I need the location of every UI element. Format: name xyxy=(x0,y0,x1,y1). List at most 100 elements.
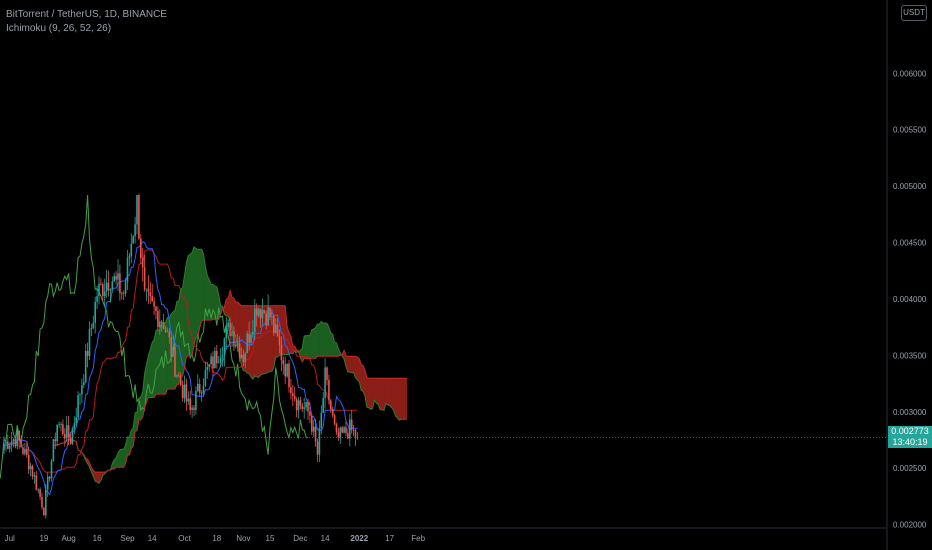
candle-body xyxy=(130,243,133,257)
candle-body xyxy=(322,398,324,413)
candle-body xyxy=(103,291,106,297)
candle-body xyxy=(314,426,317,442)
x-tick-label: 17 xyxy=(385,534,394,543)
candle-body xyxy=(174,347,176,377)
candle-body xyxy=(197,383,199,392)
candle-body xyxy=(14,439,17,447)
candle-body xyxy=(212,356,214,369)
candle-body xyxy=(134,224,136,237)
candle-body xyxy=(307,401,309,412)
candle-body xyxy=(136,195,138,225)
candle-body xyxy=(52,439,55,461)
last-price-tag: 0.002773 13:40:19 xyxy=(888,426,932,449)
candle-body xyxy=(50,460,53,479)
candle-body xyxy=(117,273,119,280)
candle-body xyxy=(62,424,64,435)
candle-body xyxy=(41,496,43,508)
candle-body xyxy=(43,507,45,516)
candle-body xyxy=(185,384,188,402)
candle-body xyxy=(151,296,153,302)
candle-body xyxy=(337,432,340,438)
candle-body xyxy=(176,375,178,377)
candle-body xyxy=(46,476,49,490)
x-tick-label: 14 xyxy=(321,534,330,543)
candle-body xyxy=(160,321,163,323)
candle-body xyxy=(335,424,338,433)
candle-body xyxy=(3,443,5,450)
candle-body xyxy=(115,276,117,280)
y-tick-label: 0.006000 xyxy=(893,69,927,78)
candle-body xyxy=(278,336,281,345)
candle-body xyxy=(10,441,13,446)
candle-body xyxy=(83,381,85,386)
candle-body xyxy=(191,407,193,411)
candle-body xyxy=(324,367,326,399)
candle-body xyxy=(217,362,220,364)
candle-body xyxy=(157,311,159,328)
candle-body xyxy=(189,398,191,411)
x-tick-label: Aug xyxy=(61,534,75,543)
y-tick-label: 0.003500 xyxy=(893,351,927,360)
candle-body xyxy=(276,324,279,337)
candle-body xyxy=(331,409,334,416)
candle-body xyxy=(333,415,336,425)
symbol-title: BitTorrent / TetherUS, 1D, BINANCE xyxy=(6,9,167,20)
candle-body xyxy=(299,400,302,406)
candle-body xyxy=(271,316,273,318)
x-tick-label: Oct xyxy=(178,534,191,543)
candle-body xyxy=(60,424,62,426)
candle-body xyxy=(267,307,269,326)
candle-body xyxy=(147,288,150,293)
candle-body xyxy=(303,407,305,409)
candle-body xyxy=(250,334,252,343)
x-tick-label: Nov xyxy=(236,534,250,543)
candle-body xyxy=(259,308,262,319)
candle-body xyxy=(295,399,298,411)
ichimoku-lines xyxy=(0,195,407,496)
candles xyxy=(3,193,359,519)
candle-body xyxy=(96,296,98,302)
candle-body xyxy=(312,426,315,432)
candle-body xyxy=(18,430,20,441)
currency-button[interactable]: USDT xyxy=(901,5,927,21)
candle-body xyxy=(75,417,77,424)
candle-body xyxy=(24,448,26,454)
candle-body xyxy=(124,282,127,294)
candle-body xyxy=(79,394,81,396)
candle-body xyxy=(273,316,275,333)
x-tick-label: 18 xyxy=(212,534,221,543)
candle-body xyxy=(288,363,290,388)
bar-countdown: 13:40:19 xyxy=(892,437,928,448)
candle-body xyxy=(221,354,224,358)
candle-body xyxy=(27,455,30,470)
candle-body xyxy=(132,236,134,244)
candle-body xyxy=(35,475,38,490)
candle-body xyxy=(39,489,41,497)
candle-body xyxy=(187,398,190,402)
x-tick-label: 19 xyxy=(39,534,48,543)
candle-body xyxy=(159,321,161,328)
indicator-legend[interactable]: Ichimoku (9, 26, 52, 26) xyxy=(6,23,112,34)
candle-body xyxy=(284,364,286,377)
candle-body xyxy=(246,333,248,354)
candle-body xyxy=(166,331,169,333)
candle-body xyxy=(326,367,328,380)
candle-body xyxy=(244,353,247,362)
candle-body xyxy=(252,332,254,335)
candle-body xyxy=(149,292,152,297)
candle-body xyxy=(200,392,203,394)
candle-body xyxy=(141,257,144,268)
candle-body xyxy=(140,238,142,258)
candle-body xyxy=(297,400,300,411)
candle-body xyxy=(318,427,321,455)
candle-body xyxy=(26,448,28,456)
x-tick-label: Jul xyxy=(5,534,15,543)
candle-body xyxy=(290,387,292,394)
tenkan-line xyxy=(4,241,358,496)
candle-body xyxy=(119,273,121,294)
candle-body xyxy=(269,307,271,318)
candle-body xyxy=(328,379,330,401)
candle-body xyxy=(65,425,68,439)
